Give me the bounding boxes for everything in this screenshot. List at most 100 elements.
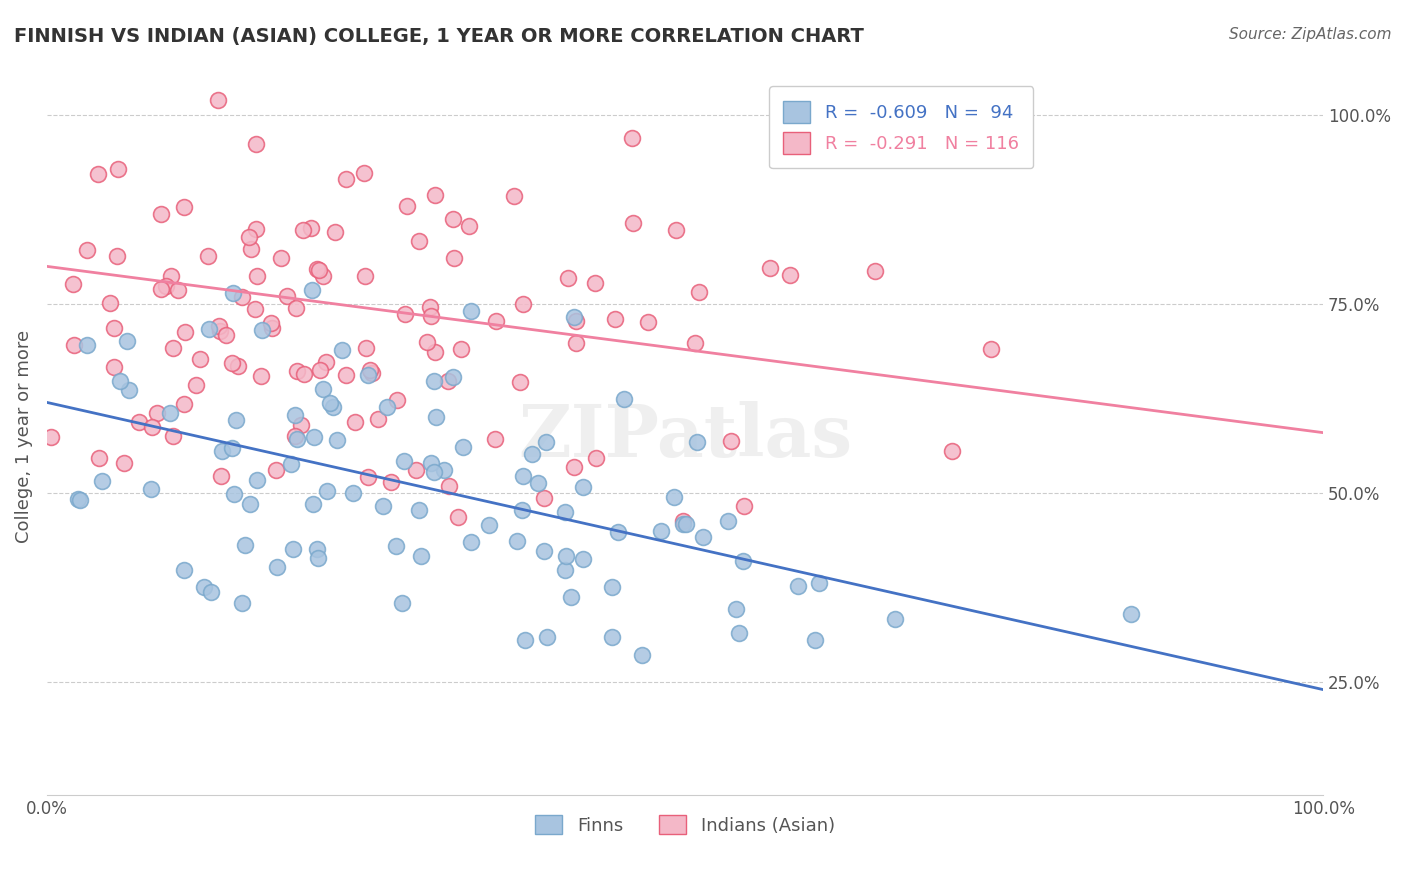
Point [322, 401, 344, 415]
Point [562, 460, 585, 475]
Point [149, 206, 172, 220]
Point [409, 549, 432, 563]
Point [665, 223, 688, 237]
Point [423, 345, 446, 359]
Point [160, 269, 183, 284]
Point [188, 351, 211, 366]
Point [394, 306, 416, 320]
Point [720, 434, 742, 448]
Point [264, 463, 287, 477]
Point [512, 296, 534, 310]
Point [214, 328, 236, 343]
Point [284, 301, 307, 315]
Point [613, 392, 636, 407]
Point [243, 301, 266, 316]
Point [98, 295, 121, 310]
Point [354, 269, 377, 284]
Point [197, 249, 219, 263]
Point [316, 484, 339, 499]
Point [758, 260, 780, 275]
Point [312, 268, 335, 283]
Point [245, 222, 267, 236]
Point [307, 550, 329, 565]
Point [509, 375, 531, 389]
Point [396, 199, 419, 213]
Point [260, 316, 283, 330]
Point [308, 263, 330, 277]
Point [246, 473, 269, 487]
Point [583, 276, 606, 290]
Point [222, 487, 245, 501]
Point [631, 648, 654, 663]
Point [292, 367, 315, 381]
Point [266, 560, 288, 574]
Point [62, 277, 84, 291]
Point [162, 341, 184, 355]
Point [287, 364, 309, 378]
Point [725, 601, 748, 615]
Point [883, 612, 905, 626]
Point [447, 509, 470, 524]
Point [193, 580, 215, 594]
Point [211, 444, 233, 458]
Point [238, 497, 260, 511]
Point [385, 393, 408, 408]
Point [460, 303, 482, 318]
Point [87, 450, 110, 465]
Point [585, 450, 607, 465]
Point [312, 383, 335, 397]
Point [226, 359, 249, 373]
Point [233, 538, 256, 552]
Point [107, 249, 129, 263]
Point [562, 310, 585, 325]
Point [557, 270, 579, 285]
Point [419, 300, 441, 314]
Point [330, 343, 353, 357]
Point [572, 480, 595, 494]
Point [425, 409, 447, 424]
Point [319, 396, 342, 410]
Point [291, 223, 314, 237]
Point [86, 167, 108, 181]
Point [450, 342, 472, 356]
Point [1119, 607, 1142, 621]
Point [155, 278, 177, 293]
Point [650, 524, 672, 538]
Point [688, 285, 710, 300]
Text: Source: ZipAtlas.com: Source: ZipAtlas.com [1229, 27, 1392, 42]
Point [637, 315, 659, 329]
Point [392, 454, 415, 468]
Point [238, 230, 260, 244]
Point [359, 363, 381, 377]
Point [290, 417, 312, 432]
Point [103, 360, 125, 375]
Point [731, 554, 754, 568]
Point [533, 543, 555, 558]
Point [208, 318, 231, 333]
Point [139, 482, 162, 496]
Point [285, 432, 308, 446]
Point [533, 491, 555, 505]
Point [270, 252, 292, 266]
Point [503, 189, 526, 203]
Point [173, 200, 195, 214]
Point [672, 516, 695, 531]
Point [555, 549, 578, 564]
Point [209, 324, 232, 338]
Point [375, 400, 398, 414]
Point [252, 323, 274, 337]
Point [302, 430, 325, 444]
Point [808, 575, 831, 590]
Point [408, 234, 430, 248]
Point [326, 433, 349, 447]
Point [305, 261, 328, 276]
Point [734, 499, 756, 513]
Point [621, 216, 644, 230]
Point [423, 465, 446, 479]
Point [284, 408, 307, 422]
Point [323, 225, 346, 239]
Point [357, 368, 380, 382]
Point [343, 415, 366, 429]
Point [353, 166, 375, 180]
Point [173, 563, 195, 577]
